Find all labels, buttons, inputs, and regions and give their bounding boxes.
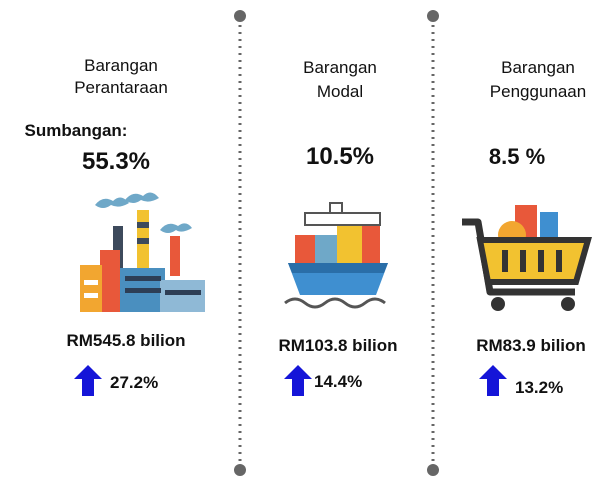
share: 55.3% <box>82 148 150 176</box>
share: 10.5% <box>306 143 374 171</box>
title-line: Barangan <box>501 58 575 78</box>
value: RM103.8 bilion <box>278 336 397 356</box>
title-line: Barangan <box>84 56 158 76</box>
title-line: Perantaraan <box>74 78 168 98</box>
ship-icon <box>285 203 388 307</box>
title-line: Barangan <box>303 58 377 78</box>
infographic: Barangan Perantaraan Sumbangan: 55.3% RM… <box>0 0 609 480</box>
value: RM545.8 bilion <box>66 331 185 351</box>
title-line: Modal <box>317 82 363 102</box>
cart-icon <box>462 205 588 311</box>
title-line: Penggunaan <box>490 82 586 102</box>
contribution-label: Sumbangan: <box>25 121 128 141</box>
growth: 27.2% <box>110 373 158 393</box>
factory-icon <box>80 192 205 312</box>
share: 8.5 % <box>489 144 545 170</box>
growth: 13.2% <box>515 378 563 398</box>
growth: 14.4% <box>314 372 362 392</box>
value: RM83.9 bilion <box>476 336 586 356</box>
